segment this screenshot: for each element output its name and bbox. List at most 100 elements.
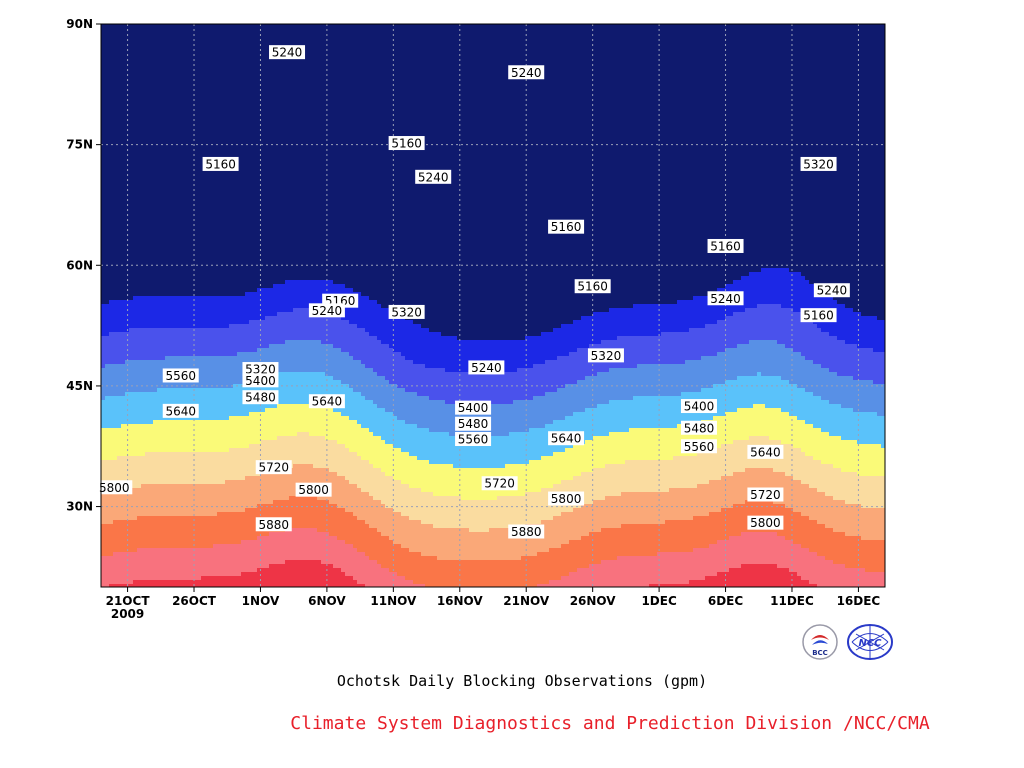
contour-cell bbox=[109, 332, 114, 337]
contour-cell bbox=[197, 376, 202, 381]
contour-cell bbox=[205, 128, 210, 133]
contour-cell bbox=[217, 216, 222, 221]
contour-cell bbox=[165, 36, 170, 41]
contour-cell bbox=[125, 96, 130, 101]
contour-cell bbox=[113, 244, 118, 249]
contour-cell bbox=[141, 400, 146, 405]
contour-cell bbox=[125, 76, 130, 81]
contour-cell bbox=[193, 568, 198, 573]
contour-cell bbox=[193, 36, 198, 41]
contour-cell bbox=[181, 396, 186, 401]
contour-cell bbox=[241, 64, 246, 69]
contour-cell bbox=[225, 432, 230, 437]
contour-cell bbox=[145, 416, 150, 421]
contour-cell bbox=[165, 24, 170, 29]
contour-cell bbox=[205, 104, 210, 109]
contour-cell bbox=[237, 124, 242, 129]
contour-cell bbox=[101, 140, 106, 145]
contour-cell bbox=[225, 220, 230, 225]
contour-cell bbox=[185, 440, 190, 445]
contour-cell bbox=[205, 232, 210, 237]
contour-cell bbox=[133, 472, 138, 477]
contour-cell bbox=[157, 516, 162, 521]
contour-cell bbox=[237, 528, 242, 533]
contour-cell bbox=[161, 64, 166, 69]
contour-cell bbox=[173, 308, 178, 313]
contour-cell bbox=[109, 476, 114, 481]
contour-cell bbox=[205, 572, 210, 577]
contour-cell bbox=[173, 516, 178, 521]
contour-cell bbox=[177, 44, 182, 49]
contour-cell bbox=[225, 324, 230, 329]
contour-cell bbox=[169, 448, 174, 453]
contour-cell bbox=[149, 352, 154, 357]
contour-cell bbox=[237, 456, 242, 461]
contour-cell bbox=[149, 48, 154, 53]
contour-cell bbox=[185, 544, 190, 549]
contour-cell bbox=[113, 268, 118, 273]
contour-cell bbox=[105, 452, 110, 457]
contour-cell bbox=[157, 352, 162, 357]
contour-cell bbox=[221, 212, 226, 217]
contour-cell bbox=[153, 356, 158, 361]
contour-cell bbox=[221, 516, 226, 521]
contour-cell bbox=[205, 584, 210, 587]
contour-cell bbox=[153, 528, 158, 533]
contour-cell bbox=[165, 324, 170, 329]
contour-cell bbox=[221, 244, 226, 249]
contour-cell bbox=[177, 232, 182, 237]
contour-cell bbox=[197, 372, 202, 377]
contour-cell bbox=[149, 576, 154, 581]
contour-cell bbox=[137, 500, 142, 505]
contour-cell bbox=[133, 260, 138, 265]
contour-cell bbox=[229, 268, 234, 273]
contour-cell bbox=[185, 40, 190, 45]
contour-cell bbox=[125, 460, 130, 465]
contour-cell bbox=[229, 104, 234, 109]
contour-cell bbox=[209, 132, 214, 137]
contour-cell bbox=[185, 308, 190, 313]
contour-cell bbox=[241, 244, 246, 249]
contour-cell bbox=[241, 228, 246, 233]
contour-cell bbox=[129, 244, 134, 249]
contour-cell bbox=[137, 256, 142, 261]
contour-cell bbox=[177, 124, 182, 129]
contour-cell bbox=[121, 136, 126, 141]
contour-cell bbox=[117, 268, 122, 273]
contour-cell bbox=[121, 388, 126, 393]
contour-cell bbox=[209, 380, 214, 385]
contour-cell bbox=[241, 248, 246, 253]
contour-cell bbox=[113, 568, 118, 573]
contour-cell bbox=[117, 316, 122, 321]
contour-cell bbox=[137, 508, 142, 513]
contour-cell bbox=[209, 392, 214, 397]
contour-cell bbox=[101, 232, 106, 237]
contour-cell bbox=[169, 144, 174, 149]
contour-cell bbox=[145, 68, 150, 73]
contour-cell bbox=[177, 284, 182, 289]
contour-cell bbox=[109, 76, 114, 81]
contour-cell bbox=[109, 424, 114, 429]
contour-cell bbox=[157, 328, 162, 333]
contour-cell bbox=[181, 168, 186, 173]
contour-cell bbox=[133, 444, 138, 449]
contour-cell bbox=[197, 420, 202, 425]
contour-cell bbox=[141, 304, 146, 309]
contour-cell bbox=[149, 136, 154, 141]
contour-cell bbox=[133, 492, 138, 497]
contour-cell bbox=[121, 268, 126, 273]
contour-cell bbox=[153, 128, 158, 133]
contour-cell bbox=[181, 184, 186, 189]
contour-cell bbox=[193, 556, 198, 561]
contour-cell bbox=[217, 384, 222, 389]
contour-cell bbox=[109, 212, 114, 217]
contour-cell bbox=[153, 52, 158, 57]
contour-cell bbox=[233, 552, 238, 557]
contour-cell bbox=[189, 24, 194, 29]
contour-cell bbox=[217, 68, 222, 73]
contour-cell bbox=[149, 548, 154, 553]
contour-cell bbox=[129, 352, 134, 357]
contour-cell bbox=[237, 96, 242, 101]
contour-cell bbox=[157, 508, 162, 513]
contour-cell bbox=[185, 248, 190, 253]
